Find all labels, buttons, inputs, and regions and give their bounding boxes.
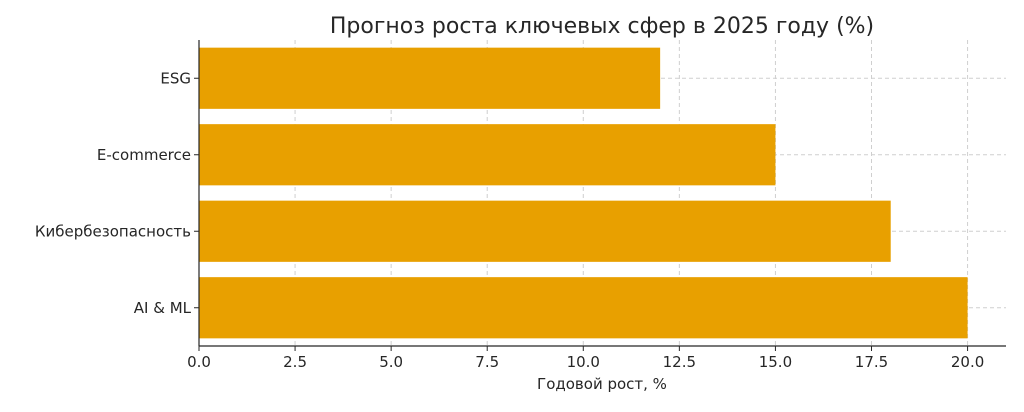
chart-title: Прогноз роста ключевых сфер в 2025 году … xyxy=(330,14,874,39)
x-tick-label: 15.0 xyxy=(759,353,792,371)
x-axis-label: Годовой рост, % xyxy=(537,375,667,393)
x-tick-label: 17.5 xyxy=(855,353,888,371)
x-tick-label: 2.5 xyxy=(283,353,307,371)
x-tick-label: 10.0 xyxy=(567,353,600,371)
y-tick-label: AI & ML xyxy=(134,299,192,317)
bar xyxy=(199,277,968,339)
bar xyxy=(199,47,661,109)
x-tick-label: 20.0 xyxy=(951,353,984,371)
bars xyxy=(199,47,968,339)
bar xyxy=(199,200,891,262)
y-tick-label: Кибербезопасность xyxy=(35,222,191,240)
y-ticks: ESG E-commerce Кибербезопасность AI & ML xyxy=(35,69,199,317)
x-tick-label: 7.5 xyxy=(475,353,499,371)
y-tick-label: ESG xyxy=(160,69,191,87)
x-ticks: 0.0 2.5 5.0 7.5 10.0 12.5 15.0 17.5 20.0 xyxy=(187,346,984,371)
x-tick-label: 12.5 xyxy=(663,353,696,371)
x-tick-label: 0.0 xyxy=(187,353,211,371)
bar xyxy=(199,124,776,186)
y-tick-label: E-commerce xyxy=(97,146,191,164)
x-tick-label: 5.0 xyxy=(379,353,403,371)
